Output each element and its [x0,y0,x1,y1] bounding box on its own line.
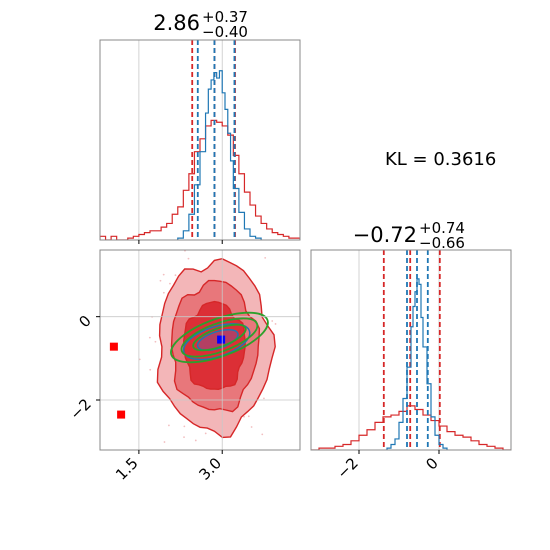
contour-sample-point [148,336,151,339]
top-title-lower: −0.40 [202,23,248,41]
contour-y-tick-label: 0 [75,312,94,331]
contour-sample-point [183,425,186,428]
right-title-lower: −0.66 [419,234,465,252]
top-grid [138,40,223,240]
right-ticks: −2 0 [333,450,442,482]
top-title-upper: +0.37 [202,8,248,26]
contour-sample-point [163,441,166,443]
contour-sample-point [174,274,177,277]
right-histogram-panel: −2 0 −0.72 +0.74 −0.66 [310,219,512,482]
top-series [100,40,300,240]
contour-sample-point [250,426,253,428]
contour-sample-point [264,257,267,259]
contour-sample-point [263,397,265,400]
contour-frame [99,249,301,451]
right-tick-label: 0 [422,454,441,473]
right-title-value: −0.72 [353,223,417,247]
contour-sample-point [159,279,162,282]
contour-sample-point [247,415,250,418]
contour-x-tick-label: 1.5 [112,454,142,484]
contour-sample-point [162,273,165,276]
contour-sample-point [274,323,277,325]
contour-sample-point [315,345,317,347]
top-ticks [138,240,223,244]
contour-sample-point [261,433,264,436]
contour-sample-point [194,439,197,442]
contour-grid [100,250,300,450]
contour-sample-point [204,432,207,435]
contour-sample-point [85,291,87,293]
contour-sample-point [187,257,190,260]
contour-sample-point [149,368,152,371]
contour-sample-point [154,340,157,343]
contour-content [85,250,317,539]
contour-sample-point [271,320,274,322]
contour-sample-point [243,415,245,418]
top-histogram-panel: 2.86 +0.37 −0.40 [99,8,301,244]
contour-sample-point [162,291,165,294]
gaussian-contour-level [170,311,269,364]
contour-panel: 1.5 3.0 0 −2 [66,249,317,539]
contour-y-tick-label: −2 [66,395,94,423]
right-title-upper: +0.74 [419,219,465,237]
kl-annotation: KL = 0.3616 [385,149,496,170]
right-series [311,250,511,450]
right-frame [310,249,512,451]
gaussian-contour-level [180,317,259,358]
contour-sample-point [169,282,171,285]
top-frame [99,39,301,241]
contour-marker [109,342,118,351]
top-series-0-step [100,119,300,240]
contour-sample-point [168,424,170,427]
contour-marker [217,335,226,344]
right-series-0-step [311,405,511,450]
contour-sample-point [183,436,185,439]
top-title-value: 2.86 [153,11,200,35]
right-tick-label: −2 [333,454,361,482]
contour-marker [117,410,126,419]
contour-sample-point [205,537,207,539]
contour-x-tick-label: 3.0 [195,454,225,484]
top-series-1-step [177,70,262,240]
